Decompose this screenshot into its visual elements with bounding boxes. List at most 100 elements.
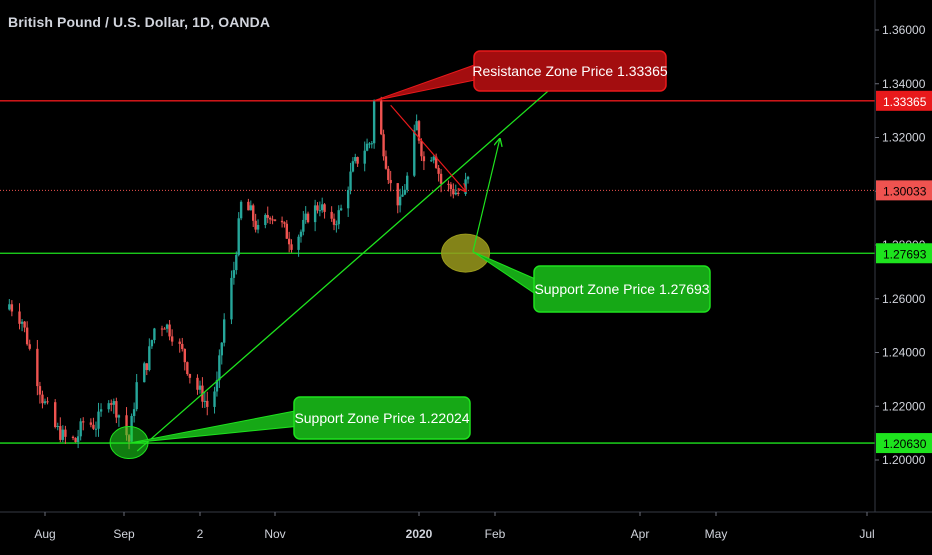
candle-body: [318, 210, 322, 212]
candle-body: [363, 150, 366, 164]
candle-body: [8, 304, 11, 310]
candle-body: [232, 270, 236, 278]
candle-body: [452, 189, 455, 195]
x-tick-label: Sep: [113, 527, 135, 541]
arrow: [472, 139, 500, 252]
candle-body: [287, 238, 291, 245]
candle-body: [420, 140, 423, 157]
price-label-box: [876, 90, 932, 111]
candle-body: [188, 374, 192, 378]
candle-body: [71, 436, 75, 439]
x-tick-label: Aug: [34, 527, 55, 541]
candle-body: [321, 204, 324, 211]
candle-body: [125, 415, 128, 436]
candle-body: [117, 415, 121, 418]
candle-body: [449, 184, 453, 190]
candle-body: [25, 327, 29, 345]
x-tick-label: 2020: [406, 527, 433, 541]
candle-body: [415, 121, 418, 131]
candle-body: [297, 236, 300, 250]
y-tick-label: 1.34000: [882, 77, 926, 91]
candle-body: [148, 346, 151, 370]
candle-body: [112, 401, 116, 405]
candle-body: [432, 156, 435, 161]
candle-body: [186, 362, 189, 375]
callout-box[interactable]: [293, 396, 471, 440]
candle-body: [368, 143, 371, 145]
candle-body: [266, 214, 269, 218]
chart-title: British Pound / U.S. Dollar, 1D, OANDA: [8, 14, 271, 30]
candle-body: [330, 211, 333, 219]
candle-body: [132, 409, 136, 416]
candle-body: [370, 143, 373, 145]
y-tick-label: 1.36000: [882, 23, 926, 37]
candle-body: [273, 219, 277, 221]
y-tick-label: 1.32000: [882, 131, 926, 145]
candle-body: [107, 403, 110, 410]
candle-body: [163, 328, 166, 330]
candle-body: [38, 386, 42, 395]
candle-body: [181, 343, 184, 350]
candle-body: [290, 244, 293, 250]
candle-body: [382, 134, 385, 157]
callout-box[interactable]: [473, 50, 667, 92]
candle-body: [59, 426, 62, 440]
price-label: 1.30033: [883, 184, 927, 198]
candle-body: [313, 205, 317, 223]
candle-body: [18, 311, 21, 324]
callout-text: Resistance Zone Price 1.33365: [472, 63, 668, 79]
candle-body: [447, 183, 450, 185]
candle-body: [280, 220, 284, 223]
callout-box[interactable]: [533, 265, 711, 313]
candle-body: [306, 213, 310, 223]
candle-body: [215, 380, 219, 392]
candle-body: [23, 321, 26, 328]
candle-body: [135, 382, 138, 410]
candle-body: [237, 218, 240, 255]
price-label: 1.27693: [883, 247, 927, 261]
price-label-box: [876, 180, 932, 201]
arrow: [390, 104, 466, 191]
candle-body: [256, 224, 260, 230]
candle-body: [464, 179, 467, 194]
candle-body: [396, 183, 399, 206]
x-tick-label: 2: [197, 527, 204, 541]
candle-body: [74, 438, 77, 442]
callout-text: Support Zone Price 1.22024: [294, 410, 469, 426]
candle-body: [335, 224, 338, 226]
candle-body: [76, 436, 80, 442]
candle-body: [160, 328, 164, 330]
candle-body: [356, 157, 359, 164]
candle-body: [351, 161, 355, 172]
candle-body: [457, 192, 460, 194]
candle-body: [79, 421, 82, 437]
candle-body: [203, 400, 207, 402]
candle-body: [304, 213, 307, 220]
candle-body: [213, 391, 216, 407]
y-tick-label: 1.24000: [882, 346, 926, 360]
candle-body: [92, 424, 95, 429]
candle-body: [82, 421, 85, 423]
x-tick-label: May: [705, 527, 728, 541]
candle-body: [165, 324, 169, 329]
candle-body: [198, 385, 202, 390]
candle-body: [401, 194, 404, 197]
candle-body: [264, 214, 267, 225]
candle-body: [36, 348, 39, 387]
candle-body: [437, 167, 440, 174]
price-label-box: [876, 243, 932, 264]
callout-text: Support Zone Price 1.27693: [534, 281, 709, 297]
candle-body: [389, 179, 392, 184]
candle-body: [422, 156, 426, 162]
candle-body: [337, 210, 340, 225]
candle-body: [372, 101, 376, 144]
x-tick-label: Nov: [264, 527, 285, 541]
candle-body: [196, 377, 199, 390]
candle-body: [365, 143, 369, 151]
candle-body: [41, 394, 44, 404]
candle-body: [316, 205, 319, 211]
candle-body: [398, 196, 402, 206]
candle-body: [61, 429, 65, 440]
